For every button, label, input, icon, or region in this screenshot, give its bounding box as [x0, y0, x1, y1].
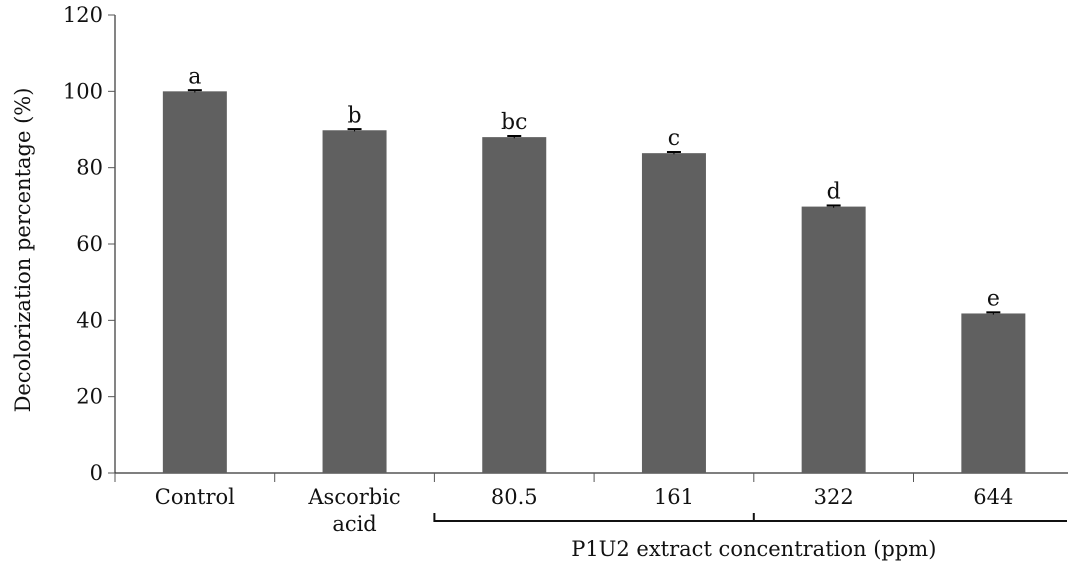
- category-label: 322: [814, 485, 854, 509]
- bar: [641, 153, 706, 473]
- group-bracket: P1U2 extract concentration (ppm): [433, 513, 1067, 561]
- y-tick-label: 20: [76, 385, 103, 409]
- group-bracket-label: P1U2 extract concentration (ppm): [571, 537, 936, 561]
- y-tick-label: 0: [90, 461, 103, 485]
- category-label: Control: [155, 485, 235, 509]
- bar: [801, 206, 866, 473]
- group-bracket-line: [433, 513, 1067, 522]
- error-bars: [187, 89, 1001, 315]
- y-tick-label: 120: [63, 3, 103, 27]
- significance-letter: a: [188, 64, 201, 89]
- y-axis: 0 20 40 60 80 100 120: [63, 3, 116, 485]
- significance-letter: bc: [501, 110, 527, 135]
- y-tick-label: 40: [76, 308, 103, 332]
- bar: [482, 137, 547, 473]
- significance-letters: a b bc c d e: [188, 64, 1000, 311]
- significance-letter: c: [668, 126, 680, 151]
- category-label: 80.5: [491, 485, 538, 509]
- category-label: 644: [973, 485, 1013, 509]
- bar: [162, 91, 227, 473]
- x-axis: [114, 472, 1068, 482]
- significance-letter: b: [348, 103, 362, 128]
- y-tick-label: 80: [76, 156, 103, 180]
- category-label: Ascorbic: [307, 485, 400, 509]
- category-label: acid: [332, 512, 376, 536]
- y-tick-label: 100: [63, 79, 103, 103]
- bar: [961, 313, 1026, 473]
- significance-letter: d: [827, 180, 841, 205]
- bar: [322, 130, 387, 473]
- significance-letter: e: [987, 286, 1000, 311]
- category-labels: Control Ascorbic acid 80.5 161 322 644: [155, 485, 1014, 536]
- category-label: 161: [654, 485, 694, 509]
- y-tick-label: 60: [76, 232, 103, 256]
- bars: [162, 91, 1026, 473]
- y-axis-title: Decolorization percentage (%): [11, 88, 35, 413]
